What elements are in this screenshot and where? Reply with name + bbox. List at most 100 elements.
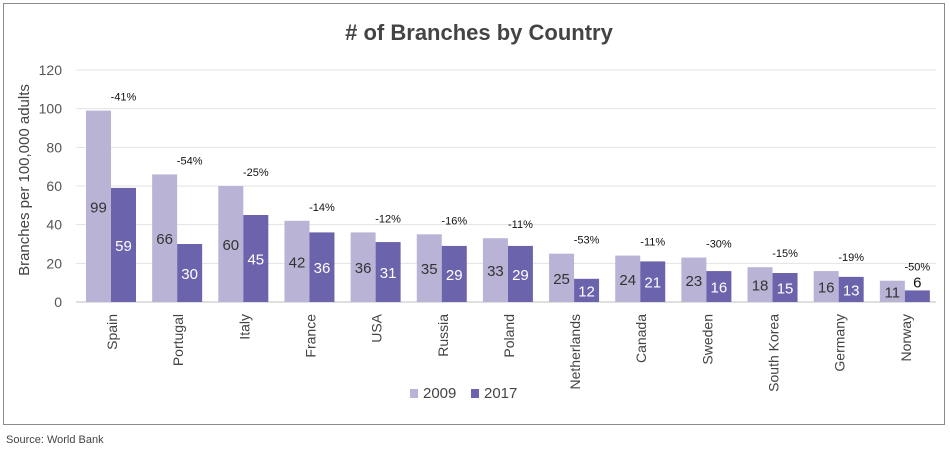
bar-2009-norway [879,280,905,302]
bar-2017-canada [640,261,666,302]
bar-2017-sweden [706,271,732,302]
legend: 2009 2017 [410,385,517,402]
x-axis-ticks: Spain Portugal Italy France USA Russia Poland N… [104,313,914,391]
x-tick-label: USA [369,313,385,342]
x-tick-label: Russia [435,314,451,357]
bar-2009-portugal [152,174,178,302]
data-label-2017: 59 [115,238,132,255]
data-label-2009: 25 [553,271,570,288]
bar-2009-sweden [681,257,707,302]
y-axis-ticks: 0 20 40 60 80 100 120 [39,62,63,310]
change-annotation: -15% [772,248,798,260]
change-annotations: -41% -54% -25% -14% -12% -16% -11% -53% -11% -30%… [111,92,931,274]
change-annotation: -50% [905,262,931,274]
bar-2017-norway [904,290,930,302]
y-tick-label: 40 [46,217,62,233]
data-label-2017: 21 [644,275,661,292]
bar-2017-italy [243,215,269,302]
data-label-2017: 31 [380,265,397,282]
x-tick-label: Poland [501,314,517,358]
bar-chart: # of Branches by Country Branches per 10… [16,20,936,402]
x-tick-label: Netherlands [567,314,583,390]
data-label-2017: 12 [578,283,595,300]
bar-2017-portugal [177,244,203,302]
bar-2017-spain [111,187,136,302]
legend-label-2017: 2017 [484,385,517,402]
change-annotation: -41% [111,92,137,104]
data-label-2009: 23 [686,273,703,290]
data-label-2009: 99 [90,199,107,216]
y-axis-label: Branches per 100,000 adults [16,84,33,276]
data-label-2009: 35 [421,261,438,278]
bar-2009-canada [615,255,641,302]
change-annotation: -19% [838,252,864,264]
data-label-2017: 13 [843,282,860,299]
legend-label-2009: 2009 [423,385,456,402]
data-labels: 99 59 66 30 60 45 42 36 36 31 35 29 33 29 25 12 24 21 23 16… [90,199,921,301]
change-annotation: -25% [243,167,269,179]
data-label-2017: 15 [777,281,794,298]
bar-2017-france [309,232,335,302]
change-annotation: -11% [640,237,665,249]
change-annotation: -30% [706,239,732,251]
x-tick-label: Spain [104,314,120,350]
bar-2017-russia [441,245,467,302]
data-label-2017: 29 [512,267,529,284]
x-tick-label: Germany [832,314,848,372]
data-label-2017: 29 [446,267,463,284]
x-tick-label: Norway [898,314,914,361]
data-label-2017: 16 [711,280,728,297]
x-tick-label: Portugal [170,314,186,366]
bar-2017-germany [838,276,864,302]
data-label-2017: 30 [181,266,198,283]
y-tick-label: 60 [46,178,62,194]
bar-2009-spain [86,110,111,302]
data-label-2009: 18 [752,278,769,295]
y-tick-label: 0 [54,294,62,310]
data-label-2009: 66 [156,231,173,248]
data-label-2009: 24 [619,272,636,289]
bar-2017-poland [507,245,533,302]
data-label-2009: 11 [885,284,901,301]
bar-2009-russia [416,234,442,302]
data-label-2017: 36 [314,260,331,277]
bar-2009-usa [350,232,376,302]
chart-title: # of Branches by Country [345,20,613,45]
x-tick-label: Sweden [699,314,715,365]
change-annotation: -54% [177,155,203,167]
bar-2017-usa [375,242,401,302]
y-tick-label: 100 [39,101,63,117]
y-tick-label: 20 [46,255,62,271]
data-label-2009: 33 [487,263,504,280]
change-annotation: -14% [309,202,335,214]
bar-2017-south-korea [772,273,798,302]
bar-2009-germany [813,271,839,302]
change-annotation: -11% [508,219,533,231]
data-label-2009: 36 [355,260,372,277]
bar-2017-netherlands [574,278,600,302]
bar-2009-netherlands [549,253,575,302]
bar-2009-south-korea [747,267,773,302]
source-note: Source: World Bank [6,434,104,446]
chart-frame: # of Branches by Country Branches per 10… [3,3,945,425]
change-annotation: -53% [574,235,600,247]
data-label-2009: 42 [289,254,306,271]
data-label-2009: 60 [222,237,239,254]
x-tick-label: South Korea [766,314,782,392]
bar-2009-italy [218,186,244,302]
legend-swatch-2017 [471,389,479,398]
y-tick-label: 80 [46,139,62,155]
bars [86,110,930,302]
bar-2009-france [284,220,310,302]
y-tick-label: 120 [39,62,63,78]
x-tick-label: France [302,314,318,358]
x-tick-label: Italy [236,314,252,340]
bar-2009-poland [482,238,508,302]
data-label-2009: 16 [818,280,835,297]
change-annotation: -12% [375,213,401,225]
change-annotation: -16% [441,215,467,227]
legend-swatch-2009 [410,389,418,398]
data-label-2017: 6 [913,274,921,291]
x-tick-label: Canada [633,314,649,363]
data-label-2017: 45 [247,252,264,269]
